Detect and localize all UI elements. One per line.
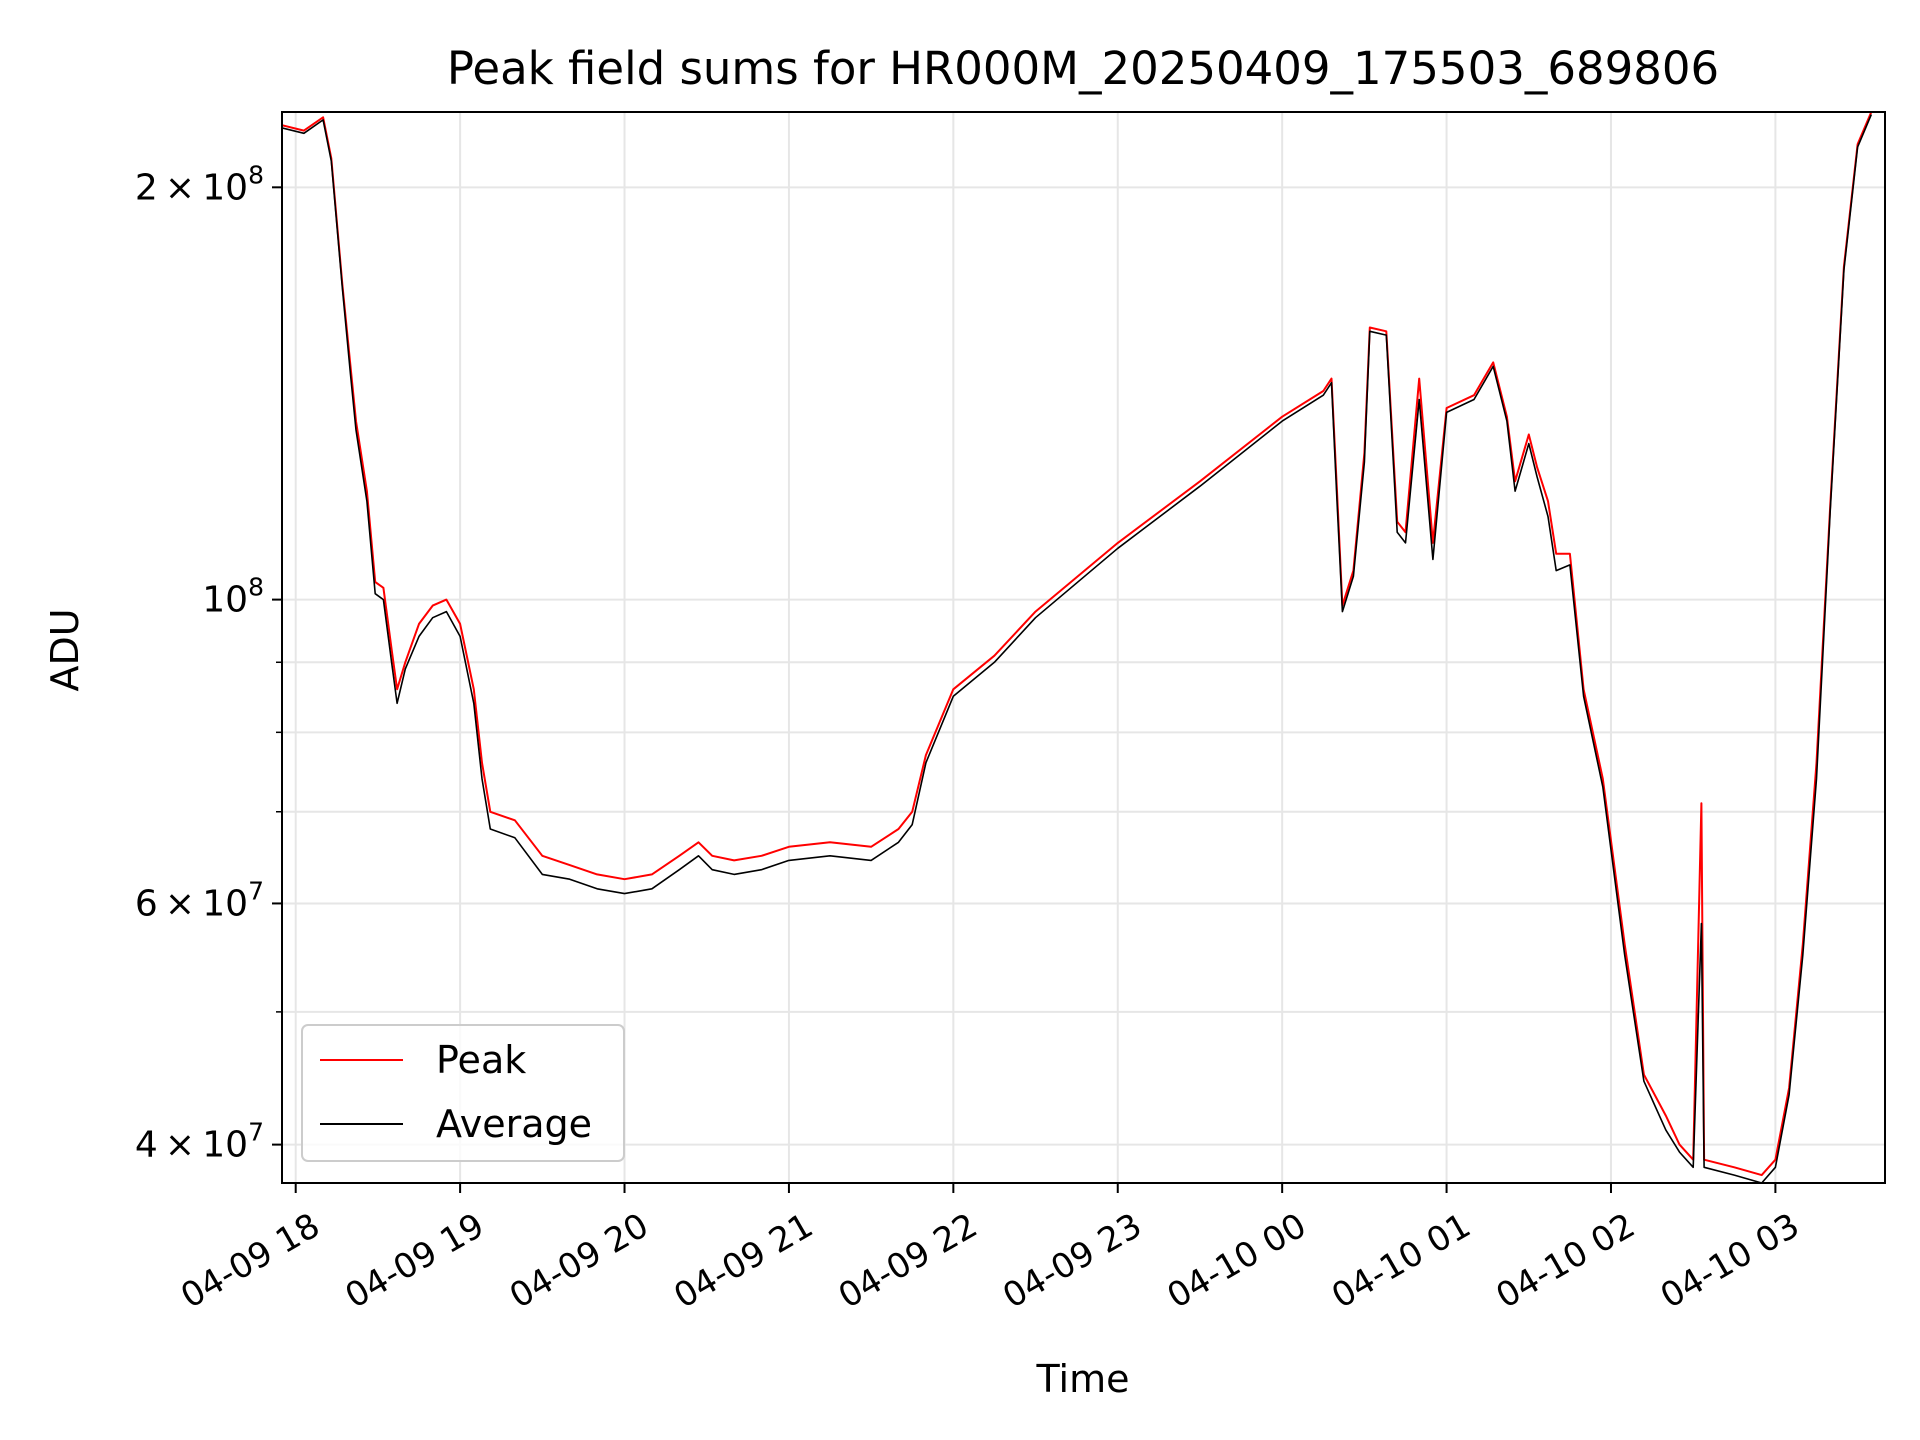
y-tick-label: 4 × 107: [135, 1118, 264, 1166]
legend-label-peak: Peak: [436, 1038, 526, 1082]
chart-title: Peak field sums for HR000M_20250409_1755…: [447, 42, 1719, 95]
series-layer: [282, 112, 1873, 1183]
series-line-peak: [282, 112, 1873, 1177]
y-tick-label: 108: [202, 573, 264, 621]
legend: Peak Average: [301, 1024, 625, 1162]
y-axis-label: ADU: [43, 608, 87, 691]
x-axis-label: Time: [1036, 1357, 1130, 1401]
grid: [282, 112, 1885, 1183]
series-line-average: [282, 114, 1873, 1183]
y-tick-label: 2 × 108: [135, 160, 264, 208]
y-tick-label: 6 × 107: [135, 876, 264, 924]
axes-frame: [281, 111, 1886, 1184]
legend-label-average: Average: [436, 1102, 592, 1146]
y-axis-ticks: 4 × 107 6 × 107 108 2 × 108: [135, 160, 282, 1166]
